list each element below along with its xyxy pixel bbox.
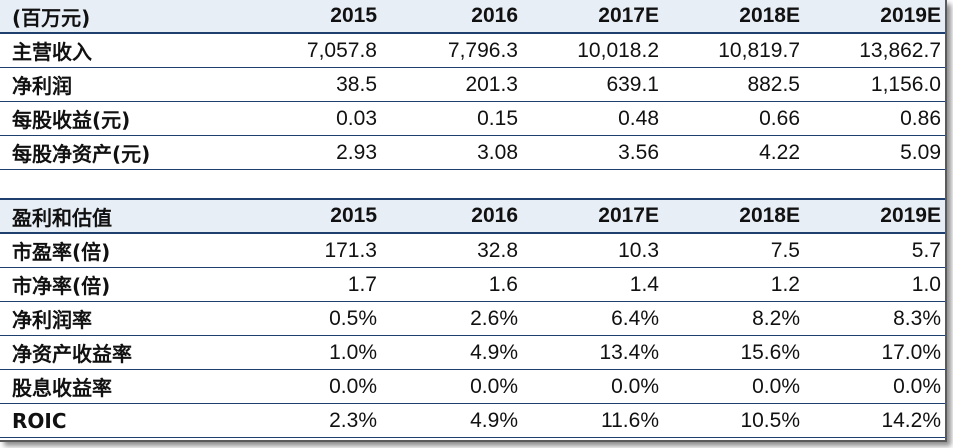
row-value: 0.66 xyxy=(759,106,800,130)
table-header-row: 盈利和估值 2015 2016 2017E 2018E 2019E xyxy=(0,200,945,234)
table-row: 市盈率(倍) 171.3 32.8 10.3 7.5 5.7 xyxy=(0,234,945,268)
row-label: 净利润 xyxy=(12,74,72,98)
row-value: 6.4% xyxy=(611,306,659,330)
row-value: 201.3 xyxy=(465,72,518,96)
row-value: 171.3 xyxy=(324,238,377,262)
table-row: ROIC 2.3% 4.9% 11.6% 10.5% 14.2% xyxy=(0,404,945,438)
table-header-row: (百万元) 2015 2016 2017E 2018E 2019E xyxy=(0,0,945,34)
row-value: 1,156.0 xyxy=(870,72,941,96)
table-row: 每股收益(元) 0.03 0.15 0.48 0.66 0.86 xyxy=(0,102,945,136)
row-value: 0.0% xyxy=(470,374,518,398)
table-row: 净利润 38.5 201.3 639.1 882.5 1,156.0 xyxy=(0,68,945,102)
row-value: 882.5 xyxy=(747,72,800,96)
table-row: 股息收益率 0.0% 0.0% 0.0% 0.0% 0.0% xyxy=(0,370,945,404)
header-label: (百万元) xyxy=(12,5,91,30)
row-value: 7,057.8 xyxy=(306,38,377,62)
row-value: 38.5 xyxy=(336,72,377,96)
row-label: 每股收益(元) xyxy=(12,108,131,132)
row-value: 10.3 xyxy=(618,238,659,262)
row-label: 市净率(倍) xyxy=(12,274,111,298)
row-value: 0.0% xyxy=(611,374,659,398)
year-header-2016: 2016 xyxy=(471,4,518,27)
row-value: 2.93 xyxy=(336,140,377,164)
row-value: 0.0% xyxy=(752,374,800,398)
table-row: 每股净资产(元) 2.93 3.08 3.56 4.22 5.09 xyxy=(0,136,945,170)
row-value: 5.09 xyxy=(900,140,941,164)
row-value: 0.48 xyxy=(618,106,659,130)
row-value: 15.6% xyxy=(740,340,800,364)
table-row: 净资产收益率 1.0% 4.9% 13.4% 15.6% 17.0% xyxy=(0,336,945,370)
year-header-2018e: 2018E xyxy=(739,4,800,27)
row-value: 4.22 xyxy=(759,140,800,164)
table-row: 市净率(倍) 1.7 1.6 1.4 1.2 1.0 xyxy=(0,268,945,302)
row-value: 10,819.7 xyxy=(718,38,800,62)
financial-summary-table: (百万元) 2015 2016 2017E 2018E 2019E 主营收入 7,057.8 7… xyxy=(0,0,945,170)
row-value: 3.56 xyxy=(618,140,659,164)
row-label: 股息收益率 xyxy=(12,376,112,400)
row-label: 净利润率 xyxy=(12,308,92,332)
row-value: 8.3% xyxy=(893,306,941,330)
year-header-2015: 2015 xyxy=(330,204,377,227)
row-value: 0.03 xyxy=(336,106,377,130)
row-value: 17.0% xyxy=(881,340,941,364)
year-header-2019e: 2019E xyxy=(880,4,941,27)
row-value: 13,862.7 xyxy=(859,38,941,62)
table-row: 主营收入 7,057.8 7,796.3 10,018.2 10,819.7 13,862… xyxy=(0,34,945,68)
row-label: ROIC xyxy=(12,408,67,433)
row-value: 13.4% xyxy=(599,340,659,364)
row-value: 8.2% xyxy=(752,306,800,330)
row-value: 7,796.3 xyxy=(447,38,518,62)
row-value: 14.2% xyxy=(881,408,941,432)
row-value: 4.9% xyxy=(470,408,518,432)
row-value: 1.0 xyxy=(911,272,941,296)
row-value: 5.7 xyxy=(911,238,941,262)
row-value: 1.6 xyxy=(488,272,518,296)
row-value: 10.5% xyxy=(740,408,800,432)
row-value: 0.5% xyxy=(329,306,377,330)
row-label: 主营收入 xyxy=(12,40,92,64)
year-header-2018e: 2018E xyxy=(739,204,800,227)
row-value: 0.15 xyxy=(477,106,518,130)
year-header-2017e: 2017E xyxy=(598,4,659,27)
year-header-2019e: 2019E xyxy=(880,204,941,227)
table-spacer xyxy=(0,170,945,200)
row-value: 2.3% xyxy=(329,408,377,432)
row-value: 1.7 xyxy=(347,272,377,296)
row-label: 净资产收益率 xyxy=(12,342,132,366)
row-value: 0.86 xyxy=(900,106,941,130)
row-value: 1.0% xyxy=(329,340,377,364)
row-value: 1.4 xyxy=(629,272,659,296)
valuation-table: 盈利和估值 2015 2016 2017E 2018E 2019E 市盈率(倍) 171.3 3… xyxy=(0,200,945,438)
row-value: 4.9% xyxy=(470,340,518,364)
header-label: 盈利和估值 xyxy=(12,205,112,230)
row-value: 1.2 xyxy=(770,272,800,296)
row-value: 10,018.2 xyxy=(577,38,659,62)
year-header-2016: 2016 xyxy=(471,204,518,227)
row-label: 市盈率(倍) xyxy=(12,240,111,264)
row-value: 3.08 xyxy=(477,140,518,164)
row-value: 0.0% xyxy=(329,374,377,398)
year-header-2015: 2015 xyxy=(330,4,377,27)
row-value: 7.5 xyxy=(770,238,800,262)
row-value: 32.8 xyxy=(477,238,518,262)
year-header-2017e: 2017E xyxy=(598,204,659,227)
row-value: 0.0% xyxy=(893,374,941,398)
row-value: 2.6% xyxy=(470,306,518,330)
row-value: 639.1 xyxy=(606,72,659,96)
table-row: 净利润率 0.5% 2.6% 6.4% 8.2% 8.3% xyxy=(0,302,945,336)
row-value: 11.6% xyxy=(601,408,659,432)
row-label: 每股净资产(元) xyxy=(12,142,151,166)
